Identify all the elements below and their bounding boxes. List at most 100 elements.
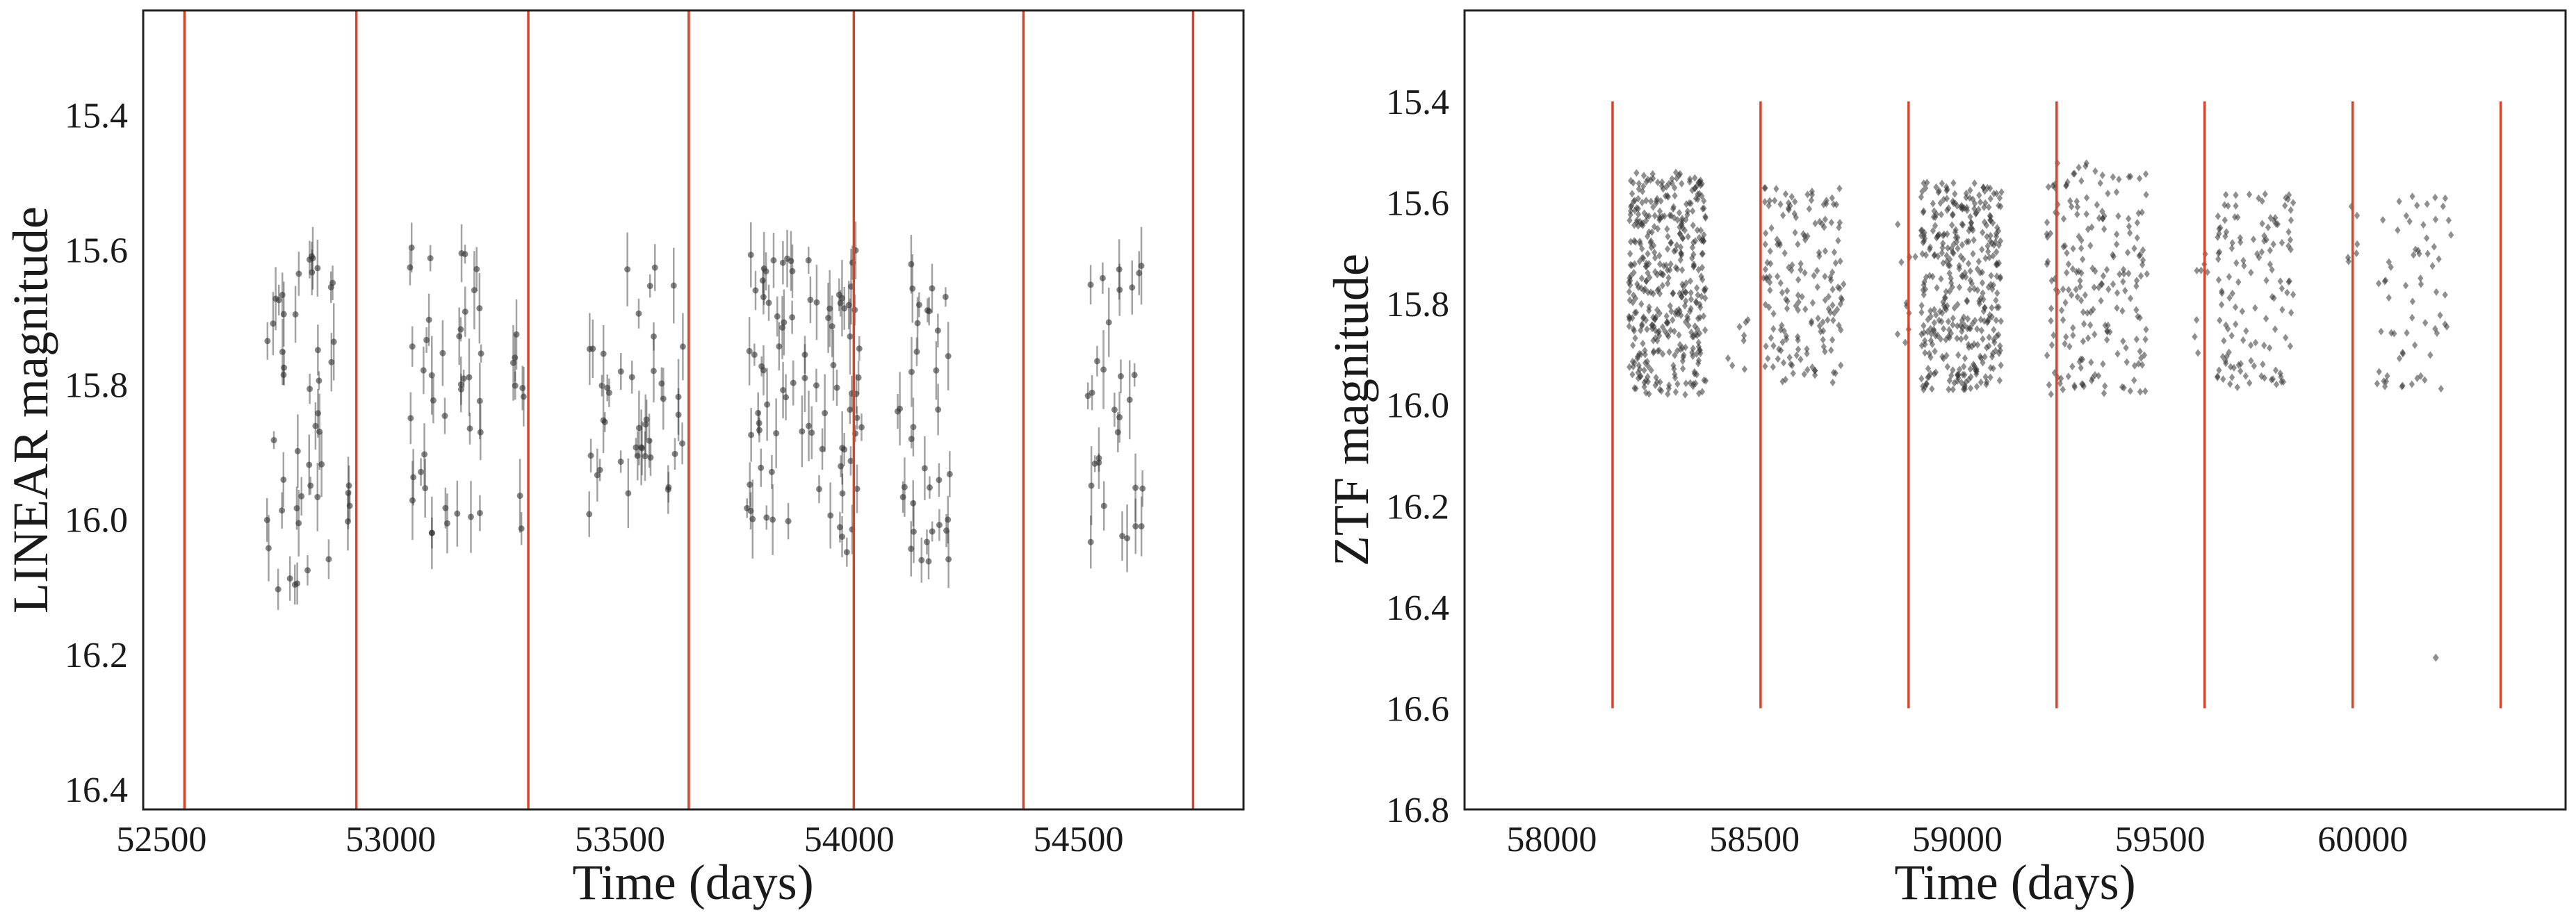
ztf-data-point — [2250, 235, 2257, 243]
ztf-data-point — [1741, 331, 1747, 340]
ztf-data-point — [1954, 334, 1960, 343]
linear-data-point — [1089, 389, 1095, 396]
linear-data-point — [1093, 358, 1100, 365]
ztf-data-point — [1645, 175, 1651, 183]
ztf-data-point — [1955, 370, 1962, 379]
ztf-data-point — [1640, 313, 1647, 322]
linear-data-point — [466, 374, 473, 381]
ztf-data-point — [1980, 229, 1986, 237]
ztf-data-point — [1779, 321, 1785, 329]
ztf-data-point — [2060, 285, 2066, 293]
ztf-data-point — [2237, 238, 2244, 247]
ztf-data-point — [2098, 280, 2105, 288]
ztf-data-point — [2216, 229, 2222, 238]
ztf-data-point — [1962, 354, 1968, 363]
linear-data-point — [760, 367, 767, 374]
ztf-data-point — [1697, 313, 1703, 322]
ztf-data-point — [1665, 390, 1671, 398]
ztf-data-point — [2215, 255, 2222, 263]
ztf-data-point — [1632, 295, 1639, 303]
ztf-data-point — [2228, 244, 2235, 252]
ztf-data-point — [2048, 317, 2054, 325]
ztf-data-point — [1781, 327, 1787, 335]
linear-x-tick-label: 53500 — [575, 820, 665, 859]
ztf-data-point — [1702, 377, 1709, 385]
ztf-data-point — [1681, 351, 1687, 359]
linear-data-point — [747, 507, 754, 514]
ztf-data-point — [2215, 276, 2222, 284]
linear-data-point — [679, 440, 686, 447]
ztf-data-point — [1697, 303, 1704, 311]
ztf-data-point — [1966, 286, 1973, 294]
ztf-data-point — [2122, 286, 2128, 295]
ztf-data-point — [1644, 357, 1650, 365]
ztf-data-point — [1645, 249, 1651, 258]
ztf-data-point — [1674, 215, 1681, 224]
ztf-data-point — [2215, 372, 2221, 381]
linear-data-point — [675, 393, 682, 400]
linear-data-point — [477, 429, 484, 436]
ztf-data-point — [1642, 347, 1648, 355]
ztf-data-point — [1792, 197, 1798, 206]
ztf-data-point — [2386, 294, 2392, 302]
ztf-data-point — [1967, 384, 1974, 393]
ztf-data-point — [1690, 345, 1696, 353]
ztf-data-point — [1894, 330, 1901, 338]
ztf-data-point — [2198, 266, 2204, 274]
ztf-data-point — [2092, 267, 2098, 275]
ztf-data-point — [2240, 336, 2247, 345]
ztf-data-point — [1829, 379, 1836, 387]
ztf-data-point — [1933, 311, 1939, 319]
linear-data-point — [759, 277, 766, 284]
ztf-data-point — [2076, 233, 2082, 241]
linear-data-point — [943, 527, 950, 534]
ztf-data-point — [2418, 274, 2424, 282]
linear-data-point — [776, 343, 783, 350]
ztf-data-point — [1945, 244, 1951, 252]
ztf-data-point — [1694, 226, 1700, 234]
linear-data-point — [789, 267, 796, 274]
linear-data-point — [617, 458, 624, 465]
linear-data-point — [1100, 502, 1107, 509]
ztf-data-point — [1763, 274, 1770, 282]
ztf-data-point — [1922, 349, 1928, 357]
ztf-data-point — [2078, 364, 2084, 372]
ztf-data-point — [2101, 212, 2108, 220]
ztf-data-point — [2409, 192, 2415, 201]
ztf-data-point — [1669, 179, 1675, 188]
linear-data-point — [647, 454, 654, 461]
ztf-data-point — [1792, 229, 1798, 237]
ztf-data-point — [2088, 358, 2094, 366]
linear-data-point — [835, 291, 842, 298]
linear-data-point — [1139, 485, 1146, 492]
ztf-data-point — [1699, 180, 1705, 188]
ztf-data-point — [1970, 249, 1976, 258]
linear-data-point — [746, 347, 753, 354]
linear-data-point — [855, 374, 862, 381]
linear-data-point — [755, 409, 762, 416]
ztf-data-point — [1951, 379, 1957, 387]
linear-data-point — [512, 382, 519, 389]
linear-data-point — [295, 520, 302, 527]
ztf-data-point — [1833, 200, 1840, 208]
ztf-data-point — [1773, 185, 1779, 193]
ztf-data-point — [2269, 265, 2275, 274]
linear-data-point — [854, 414, 861, 421]
linear-data-point — [643, 416, 650, 423]
ztf-data-point — [1635, 283, 1642, 292]
linear-data-point — [642, 453, 649, 460]
ztf-data-point — [2119, 307, 2126, 315]
linear-data-point — [409, 343, 416, 350]
ztf-data-point — [2104, 336, 2110, 344]
ztf-data-point — [2101, 225, 2108, 233]
ztf-data-point — [2080, 320, 2087, 328]
ztf-data-point — [1694, 284, 1700, 293]
ztf-data-point — [1977, 198, 1984, 206]
ztf-data-point — [2263, 277, 2269, 285]
linear-data-point — [910, 424, 917, 431]
ztf-data-point — [2101, 389, 2108, 397]
ztf-data-point — [2051, 331, 2057, 340]
ztf-data-point — [2431, 242, 2437, 251]
ztf-data-point — [1930, 227, 1936, 235]
ztf-data-point — [1629, 190, 1636, 198]
